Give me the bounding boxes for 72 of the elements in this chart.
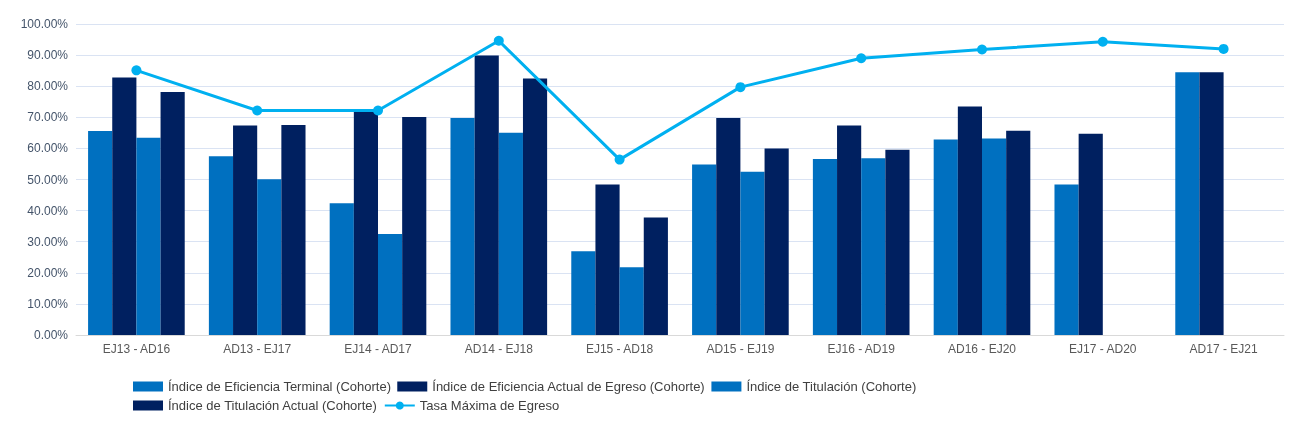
bar — [88, 130, 113, 335]
x-tick-label: EJ15 - AD18 — [585, 342, 654, 356]
x-tick-label: AD16 - EJ20 — [947, 342, 1017, 356]
x-tick-label: AD17 - EJ21 — [1189, 342, 1258, 356]
bar — [885, 149, 910, 335]
bar — [571, 251, 596, 335]
bar — [1078, 133, 1103, 335]
bar — [861, 158, 886, 335]
x-tick-label: EJ16 - AD19 — [827, 342, 896, 356]
y-tick-label: 10.00% — [27, 296, 69, 311]
point — [373, 105, 383, 116]
bar — [450, 117, 475, 335]
point — [131, 65, 142, 76]
y-tick-label: 60.00% — [27, 141, 69, 156]
x-tick-label: EJ13 - AD16 — [102, 342, 171, 356]
bar — [692, 164, 717, 335]
legend-label: Índice de Eficiencia Actual de Egreso (Cohorte) — [432, 379, 705, 394]
bar — [812, 158, 838, 335]
point — [1097, 36, 1108, 47]
bar — [329, 203, 354, 335]
bar — [1175, 72, 1200, 335]
x-tick-label: AD13 - EJ17 — [223, 342, 292, 356]
bar — [1006, 130, 1031, 335]
bar — [136, 137, 161, 335]
bar — [498, 132, 523, 335]
point — [1218, 43, 1229, 54]
bar — [112, 77, 137, 335]
y-tick-label: 80.00% — [27, 79, 69, 94]
bar — [764, 148, 789, 335]
legend-label: Índice de Titulación (Cohorte) — [746, 379, 917, 394]
point — [856, 53, 867, 64]
x-tick-label: EJ17 - AD20 — [1069, 342, 1137, 356]
legend-label: Tasa Máxima de Egreso — [419, 398, 560, 413]
y-tick-label: 50.00% — [27, 172, 69, 187]
y-tick-label: 30.00% — [27, 234, 69, 249]
bar — [257, 179, 282, 335]
bar — [643, 217, 668, 335]
bar — [957, 106, 982, 335]
y-tick-label: 100.00% — [20, 17, 69, 31]
bar — [619, 267, 644, 335]
x-tick-label: EJ14 - AD17 — [344, 342, 413, 356]
bar — [160, 92, 185, 335]
point — [735, 82, 746, 93]
point — [252, 105, 263, 116]
legend-label: Índice de Titulación Actual (Cohorte) — [168, 398, 377, 413]
bar — [281, 125, 306, 335]
bar — [982, 138, 1007, 335]
bar — [402, 116, 427, 335]
point — [977, 44, 987, 55]
bar — [1054, 184, 1079, 335]
bar — [208, 156, 234, 335]
y-tick-label: 90.00% — [27, 48, 69, 63]
bar — [1199, 72, 1224, 335]
bar — [474, 55, 499, 335]
bar — [378, 233, 403, 335]
bar — [837, 125, 862, 335]
y-tick-label: 40.00% — [27, 203, 69, 218]
bar — [233, 125, 258, 335]
point — [493, 35, 504, 46]
bar — [595, 184, 620, 335]
x-tick-label: AD14 - EJ18 — [464, 342, 534, 356]
point — [614, 154, 625, 165]
legend-label: Índice de Eficiencia Terminal (Cohorte) — [168, 379, 392, 394]
bar — [933, 139, 958, 335]
bar — [353, 111, 378, 335]
x-tick-label: AD15 - EJ19 — [706, 342, 775, 356]
y-tick-label: 0.00% — [33, 328, 69, 342]
bar — [740, 171, 765, 335]
bar — [522, 78, 548, 335]
y-tick-label: 20.00% — [27, 265, 69, 280]
y-tick-label: 70.00% — [27, 110, 69, 125]
bar — [716, 117, 741, 335]
